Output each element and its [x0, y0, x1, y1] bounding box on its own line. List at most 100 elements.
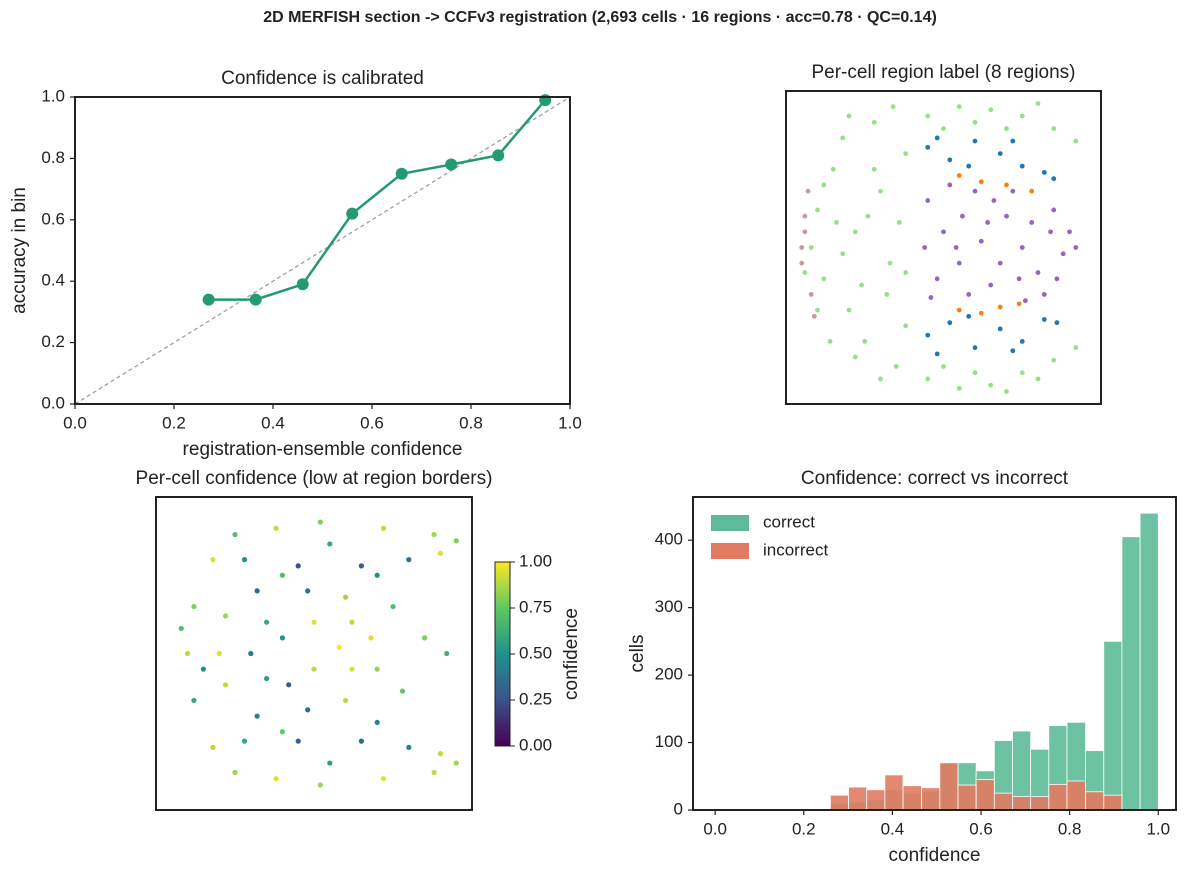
cell-point	[815, 307, 820, 313]
cell-point	[1048, 229, 1053, 235]
cell-point	[928, 295, 934, 300]
cell-point	[390, 603, 396, 610]
x-tick-label: 0.2	[792, 819, 816, 838]
cell-point	[248, 650, 254, 657]
histogram-bar	[1066, 780, 1087, 811]
cell-point	[925, 198, 931, 203]
y-tick-label: 300	[655, 597, 683, 616]
cell-point	[834, 220, 839, 225]
cell-point	[437, 550, 443, 556]
y-tick-label: 0.8	[41, 148, 65, 167]
cell-point	[956, 385, 962, 391]
cell-point	[264, 675, 270, 682]
colorbar-label: confidence	[561, 608, 582, 700]
y-tick-label: 1.0	[41, 86, 65, 105]
cell-point	[802, 213, 808, 219]
histogram-bar	[1012, 796, 1032, 811]
cell-point	[1016, 301, 1022, 307]
cell-point	[1035, 270, 1041, 275]
cell-point	[956, 104, 962, 110]
histogram-bar	[1048, 783, 1068, 811]
cell-point	[422, 635, 428, 641]
cell-point	[808, 245, 814, 250]
cell-point	[941, 364, 946, 369]
cell-point	[311, 666, 317, 672]
cell-point	[349, 619, 355, 625]
x-tick-label: 0.6	[360, 413, 384, 432]
cell-point	[311, 619, 317, 625]
histogram-bar	[1030, 796, 1050, 811]
cell-point	[890, 104, 896, 110]
cell-point	[232, 531, 238, 538]
cell-point	[887, 260, 893, 266]
cell-point	[305, 707, 311, 713]
cell-point	[934, 276, 940, 282]
cell-point	[1051, 207, 1057, 213]
cell-point	[956, 260, 962, 266]
cell-point	[997, 304, 1003, 310]
cell-point	[840, 251, 846, 257]
legend-swatch	[711, 543, 749, 559]
cell-point	[925, 376, 931, 382]
calibration-point	[202, 293, 215, 306]
x-tick-label: 0.8	[1058, 819, 1082, 838]
calibration-point	[346, 207, 359, 220]
cell-point	[925, 113, 931, 119]
x-tick-label: 1.0	[558, 413, 582, 432]
cell-point	[1019, 163, 1025, 169]
x-tick-label: 0.4	[881, 819, 905, 838]
x-tick-label: 0.6	[969, 819, 993, 838]
cell-point	[821, 276, 827, 282]
axes-frame	[74, 96, 571, 405]
cell-point	[185, 650, 191, 657]
cell-point	[444, 650, 450, 657]
cell-point	[191, 697, 197, 704]
cell-point	[1019, 245, 1025, 250]
cell-point	[802, 270, 808, 275]
colorbar-tick-label: 1.00	[519, 551, 552, 570]
cell-point	[830, 166, 836, 172]
calibration-point	[296, 278, 309, 291]
x-tick-label: 0.8	[459, 413, 483, 432]
calibration-point	[395, 167, 408, 180]
cell-point	[1023, 298, 1028, 304]
cell-point	[305, 588, 311, 594]
axes-frame	[155, 496, 473, 811]
cell-point	[1035, 376, 1041, 382]
cell-point	[947, 157, 953, 163]
cell-point	[802, 229, 808, 235]
axes-frame	[692, 496, 1177, 811]
cell-point	[934, 351, 940, 357]
calibration-point	[249, 293, 262, 306]
colorbar-tick-label: 0.50	[519, 643, 552, 662]
cell-point	[191, 603, 197, 610]
cell-point	[380, 525, 387, 531]
cell-point	[336, 644, 342, 650]
cell-point	[903, 270, 909, 275]
colorbar-tick-label: 0.25	[519, 689, 552, 708]
cell-point	[941, 229, 946, 235]
calibration-point	[539, 94, 552, 107]
cell-point	[1004, 126, 1009, 131]
cell-point	[846, 307, 852, 313]
cell-point	[1035, 101, 1041, 106]
cell-point	[279, 635, 285, 641]
cell-point	[972, 119, 978, 125]
y-tick-label: 0.2	[41, 332, 65, 351]
cell-point	[343, 697, 349, 704]
cell-point	[368, 635, 374, 641]
cell-point	[871, 119, 877, 125]
histogram-bar	[884, 774, 904, 811]
cell-point	[241, 557, 248, 563]
cell-point	[941, 126, 946, 131]
x-axis-label: confidence	[889, 845, 981, 866]
cell-point	[1004, 213, 1009, 219]
cell-point	[960, 213, 965, 219]
histogram-bar	[848, 786, 868, 811]
cell-point	[210, 744, 216, 751]
y-axis-label: cells	[627, 634, 648, 672]
cell-point	[988, 282, 994, 288]
cell-point	[978, 238, 984, 244]
cell-point	[1051, 357, 1057, 363]
cell-point	[453, 760, 459, 766]
